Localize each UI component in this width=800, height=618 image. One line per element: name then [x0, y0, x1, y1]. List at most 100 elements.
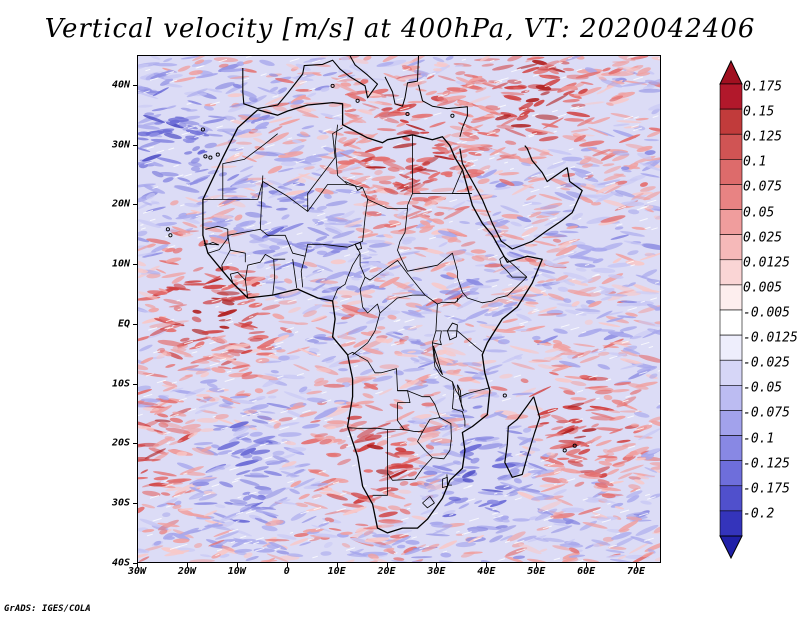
- colorbar-swatch: [719, 460, 743, 487]
- colorbar-bottom-arrow: [719, 535, 743, 560]
- country-border: [332, 252, 361, 302]
- country-border: [244, 254, 274, 299]
- lon-tick-mark: [586, 563, 588, 567]
- colorbar-level-label: 0.0125: [743, 255, 790, 271]
- colorbar-swatch: [719, 259, 743, 286]
- colorbar-swatch: [719, 385, 743, 411]
- colorbar-level-label: -0.0125: [743, 330, 798, 346]
- levant-coastline: [418, 84, 468, 137]
- country-border: [205, 225, 229, 254]
- lat-tick-label: 10S: [111, 378, 130, 390]
- country-border: [259, 175, 368, 257]
- lon-tick-label: 60E: [577, 566, 596, 577]
- island-outline: [562, 448, 567, 453]
- lon-tick-label: 30W: [127, 566, 147, 577]
- colorbar-swatch: [719, 359, 743, 386]
- colorbar-level-label: 0.05: [743, 205, 775, 221]
- lon-tick-label: 30E: [427, 566, 446, 577]
- colorbar-swatch: [719, 334, 743, 361]
- lon-tick-label: 10W: [227, 566, 246, 577]
- country-border: [292, 259, 298, 288]
- colorbar-swatch: [719, 410, 743, 436]
- lake-outline: [432, 345, 443, 375]
- lon-tick-label: 10E: [327, 566, 346, 577]
- lat-tick-mark: [133, 383, 137, 385]
- lat-tick-label: 40N: [111, 79, 130, 91]
- lon-tick-mark: [286, 563, 288, 567]
- colorbar-level-label: -0.125: [743, 456, 790, 472]
- colorbar-swatch: [719, 83, 743, 110]
- country-border: [432, 330, 442, 346]
- island-outline: [330, 83, 335, 88]
- colorbar-top-arrow: [719, 60, 743, 85]
- madagascar-coastline: [504, 396, 541, 478]
- island-outline: [450, 113, 455, 118]
- country-border: [442, 330, 483, 353]
- colorbar-swatch: [719, 309, 743, 336]
- lon-tick-mark: [386, 563, 388, 567]
- lat-tick-mark: [133, 84, 137, 86]
- colorbar-level-label: 0.025: [743, 230, 783, 246]
- lon-tick-mark: [436, 563, 438, 567]
- colorbar-swatch: [719, 435, 743, 461]
- country-border: [334, 124, 348, 185]
- lon-tick-label: 20E: [377, 566, 396, 577]
- lat-tick-label: 40S: [111, 557, 130, 569]
- country-border: [347, 352, 411, 430]
- country-border: [397, 134, 528, 304]
- greece-coastline: [384, 56, 419, 107]
- island-outline: [215, 152, 220, 157]
- lat-tick-mark: [133, 443, 137, 445]
- colorbar-swatch: [719, 108, 743, 135]
- island-outline: [355, 98, 360, 103]
- country-border: [397, 390, 441, 433]
- island-outline: [165, 227, 170, 232]
- colorbar-level-label: -0.1: [743, 431, 775, 447]
- country-border: [300, 256, 306, 288]
- country-border: [499, 255, 527, 278]
- software-credit: GrADS: IGES/COLA: [4, 604, 91, 614]
- vertical-velocity-field: [138, 56, 660, 562]
- lon-tick-mark: [186, 563, 188, 567]
- lat-tick-label: 20N: [111, 198, 130, 210]
- country-border: [422, 496, 435, 509]
- country-border: [417, 417, 452, 460]
- country-border: [367, 199, 408, 209]
- colorbar-level-label: 0.005: [743, 280, 783, 296]
- lon-tick-mark: [636, 563, 638, 567]
- country-border: [203, 242, 220, 246]
- colorbar-swatch: [719, 133, 743, 160]
- island-outline: [168, 233, 173, 238]
- country-border: [452, 169, 472, 194]
- colorbar-level-label: 0.175: [743, 79, 783, 95]
- colorbar-level-label: 0.125: [743, 129, 783, 145]
- island-outline: [572, 443, 577, 448]
- colorbar-level-label: -0.005: [743, 305, 790, 321]
- country-border: [442, 476, 448, 488]
- lake-outline: [446, 322, 458, 341]
- lon-tick-mark: [486, 563, 488, 567]
- country-border: [202, 133, 278, 200]
- country-border: [440, 375, 490, 398]
- europe-coastline: [242, 56, 379, 110]
- colorbar-swatch: [719, 209, 743, 235]
- island-outline: [200, 127, 205, 132]
- arabia-coastline: [459, 145, 583, 250]
- country-border: [272, 258, 286, 296]
- lat-tick-mark: [133, 204, 137, 206]
- lon-tick-label: 50E: [527, 566, 546, 577]
- country-border: [352, 244, 381, 356]
- lat-tick-label: EQ: [117, 318, 130, 330]
- lat-tick-label: 30N: [111, 139, 130, 151]
- colorbar-swatch: [719, 485, 743, 512]
- coastlines-and-borders: [165, 56, 583, 534]
- lon-tick-label: 70E: [627, 566, 646, 577]
- colorbar-swatch: [719, 284, 743, 311]
- colorbar-level-label: -0.2: [743, 506, 775, 522]
- colorbar-swatch: [719, 159, 743, 185]
- island-outline: [502, 393, 507, 398]
- lat-tick-label: 20S: [111, 437, 130, 449]
- lon-tick-label: 0: [283, 566, 290, 577]
- lat-tick-label: 30S: [111, 497, 130, 509]
- country-border: [387, 457, 433, 481]
